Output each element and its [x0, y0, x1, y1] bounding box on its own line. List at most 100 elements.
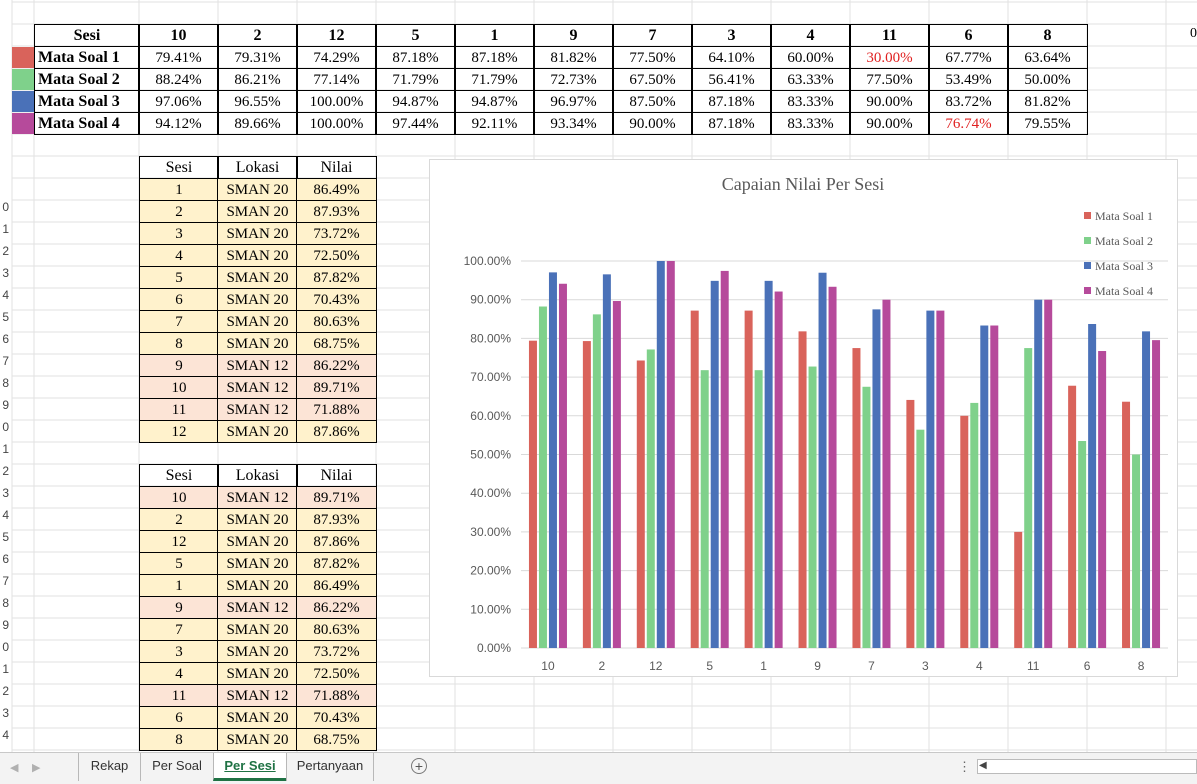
overflow-cell[interactable]: 0 [1190, 26, 1197, 41]
bar-mata-soal-4-sesi-9[interactable] [828, 286, 837, 648]
bar-mata-soal-4-sesi-1[interactable] [774, 291, 783, 648]
lokasi-cell[interactable]: SMAN 12 [217, 376, 298, 399]
nilai-cell[interactable]: 68.75% [296, 332, 377, 355]
value-cell[interactable]: 50.00% [1007, 68, 1088, 91]
header-session-5[interactable]: 5 [375, 24, 456, 47]
bar-mata-soal-2-sesi-8[interactable] [1132, 454, 1141, 649]
row-number[interactable]: 3 [2, 486, 9, 500]
lokasi-cell[interactable]: SMAN 20 [217, 266, 298, 289]
value-cell[interactable]: 92.11% [454, 112, 535, 135]
nilai-cell[interactable]: 72.50% [296, 662, 377, 685]
add-sheet-icon[interactable]: + [411, 758, 427, 774]
header-lokasi[interactable]: Lokasi [217, 156, 298, 179]
nilai-cell[interactable]: 89.71% [296, 376, 377, 399]
value-cell[interactable]: 79.55% [1007, 112, 1088, 135]
row-label[interactable]: Mata Soal 1 [34, 46, 140, 69]
value-cell[interactable]: 77.50% [849, 68, 930, 91]
sheet-tab-per-soal[interactable]: Per Soal [140, 753, 213, 781]
bar-mata-soal-4-sesi-8[interactable] [1152, 340, 1161, 648]
value-cell[interactable]: 90.00% [612, 112, 693, 135]
sesi-cell[interactable]: 3 [139, 222, 219, 245]
lokasi-cell[interactable]: SMAN 20 [217, 618, 298, 641]
bar-mata-soal-2-sesi-10[interactable] [538, 306, 547, 648]
bar-mata-soal-2-sesi-5[interactable] [700, 370, 709, 648]
value-cell[interactable]: 74.29% [296, 46, 377, 69]
row-number[interactable]: 2 [2, 684, 9, 698]
lokasi-cell[interactable]: SMAN 20 [217, 222, 298, 245]
row-number[interactable]: 0 [2, 420, 9, 434]
sesi-cell[interactable]: 5 [139, 552, 219, 575]
header-session-8[interactable]: 8 [1007, 24, 1088, 47]
header-session-6[interactable]: 6 [928, 24, 1009, 47]
nilai-cell[interactable]: 87.86% [296, 530, 377, 553]
bar-mata-soal-1-sesi-4[interactable] [960, 415, 969, 648]
scroll-tabs-right-icon[interactable]: ▶ [32, 762, 41, 774]
lokasi-cell[interactable]: SMAN 12 [217, 486, 298, 509]
nilai-cell[interactable]: 80.63% [296, 310, 377, 333]
sesi-cell[interactable]: 11 [139, 398, 219, 421]
value-cell[interactable]: 87.18% [691, 112, 772, 135]
bar-mata-soal-3-sesi-3[interactable] [926, 310, 935, 648]
header-sesi[interactable]: Sesi [139, 464, 219, 487]
bar-mata-soal-2-sesi-12[interactable] [646, 349, 655, 648]
nilai-cell[interactable]: 70.43% [296, 706, 377, 729]
bar-mata-soal-4-sesi-2[interactable] [612, 301, 621, 648]
sesi-cell[interactable]: 11 [139, 684, 219, 707]
sesi-cell[interactable]: 7 [139, 310, 219, 333]
bar-mata-soal-1-sesi-11[interactable] [1014, 531, 1023, 648]
sesi-cell[interactable]: 3 [139, 640, 219, 663]
bar-mata-soal-3-sesi-5[interactable] [710, 280, 719, 648]
lokasi-cell[interactable]: SMAN 20 [217, 332, 298, 355]
lokasi-cell[interactable]: SMAN 20 [217, 200, 298, 223]
lokasi-cell[interactable]: SMAN 12 [217, 684, 298, 707]
spreadsheet-grid[interactable]: Sesi 10 2 12 5 1 9 7 3 4 11 6 8 Mata Soal 1 79.41% 79.3… [0, 0, 1197, 752]
bar-mata-soal-1-sesi-5[interactable] [690, 310, 699, 648]
bar-mata-soal-2-sesi-2[interactable] [592, 314, 601, 648]
bar-mata-soal-4-sesi-4[interactable] [990, 325, 999, 648]
value-cell[interactable]: 77.50% [612, 46, 693, 69]
row-label[interactable]: Mata Soal 3 [34, 90, 140, 113]
row-number[interactable]: 4 [2, 728, 9, 742]
bar-mata-soal-4-sesi-12[interactable] [666, 261, 675, 648]
row-number[interactable]: 9 [2, 618, 9, 632]
header-sesi[interactable]: Sesi [34, 24, 140, 47]
sesi-cell[interactable]: 2 [139, 508, 219, 531]
bar-mata-soal-3-sesi-12[interactable] [656, 261, 665, 648]
bar-mata-soal-3-sesi-4[interactable] [980, 325, 989, 648]
sesi-cell[interactable]: 8 [139, 728, 219, 751]
nilai-cell[interactable]: 71.88% [296, 684, 377, 707]
value-cell[interactable]: 79.41% [138, 46, 219, 69]
sesi-cell[interactable]: 8 [139, 332, 219, 355]
header-session-12[interactable]: 12 [296, 24, 377, 47]
lokasi-cell[interactable]: SMAN 20 [217, 662, 298, 685]
row-label[interactable]: Mata Soal 4 [34, 112, 140, 135]
value-cell[interactable]: 63.64% [1007, 46, 1088, 69]
value-cell[interactable]: 71.79% [454, 68, 535, 91]
value-cell[interactable]: 81.82% [1007, 90, 1088, 113]
lokasi-cell[interactable]: SMAN 20 [217, 552, 298, 575]
bar-mata-soal-2-sesi-7[interactable] [862, 386, 871, 648]
row-number[interactable]: 7 [2, 574, 9, 588]
nilai-cell[interactable]: 71.88% [296, 398, 377, 421]
header-session-11[interactable]: 11 [849, 24, 930, 47]
bar-mata-soal-1-sesi-6[interactable] [1068, 385, 1077, 648]
header-session-4[interactable]: 4 [770, 24, 851, 47]
lokasi-cell[interactable]: SMAN 20 [217, 728, 298, 751]
row-number[interactable]: 3 [2, 706, 9, 720]
sesi-cell[interactable]: 7 [139, 618, 219, 641]
value-cell[interactable]: 30.00% [849, 46, 930, 69]
row-number[interactable]: 1 [2, 662, 9, 676]
row-number[interactable]: 8 [2, 596, 9, 610]
row-number[interactable]: 1 [2, 442, 9, 456]
bar-mata-soal-4-sesi-5[interactable] [720, 270, 729, 648]
bar-mata-soal-4-sesi-7[interactable] [882, 299, 891, 648]
value-cell[interactable]: 96.55% [217, 90, 298, 113]
row-number[interactable]: 9 [2, 398, 9, 412]
header-session-7[interactable]: 7 [612, 24, 693, 47]
nilai-cell[interactable]: 86.22% [296, 596, 377, 619]
value-cell[interactable]: 97.06% [138, 90, 219, 113]
nilai-cell[interactable]: 87.86% [296, 420, 377, 443]
value-cell[interactable]: 56.41% [691, 68, 772, 91]
lokasi-cell[interactable]: SMAN 20 [217, 310, 298, 333]
header-nilai[interactable]: Nilai [296, 156, 377, 179]
